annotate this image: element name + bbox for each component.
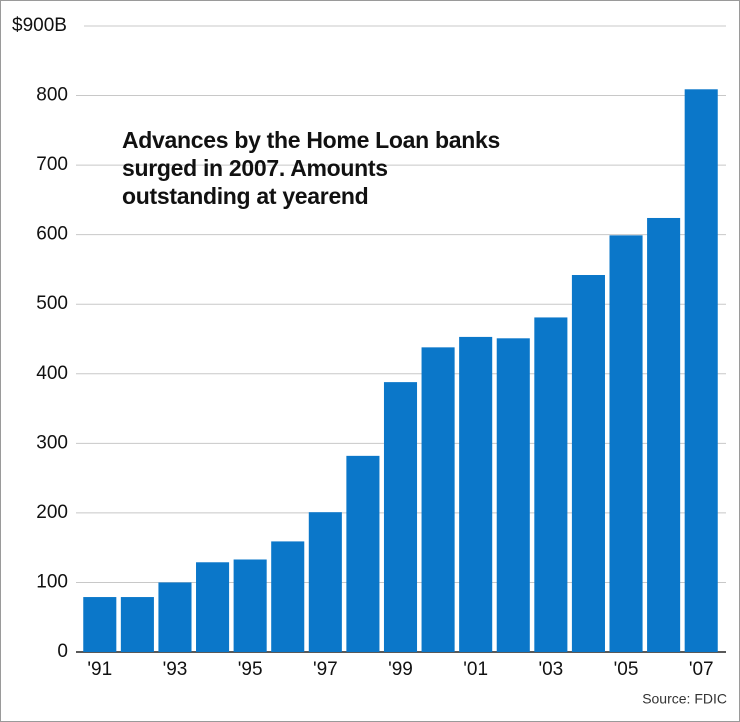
y-tick-label: 800: [36, 85, 68, 106]
bar: [647, 217, 681, 652]
bar: [308, 512, 342, 652]
bar: [496, 338, 530, 652]
x-tick-label: '05: [614, 659, 639, 680]
x-tick-label: '03: [538, 659, 563, 680]
x-tick-label: '99: [388, 659, 413, 680]
x-tick-label: '95: [238, 659, 263, 680]
x-tick-label: '97: [313, 659, 338, 680]
bar: [346, 455, 380, 652]
bar: [233, 559, 267, 652]
y-tick-label: 100: [36, 571, 68, 592]
bar: [158, 582, 192, 652]
y-tick-label: 600: [36, 224, 68, 245]
y-tick-label: 200: [36, 502, 68, 523]
bar: [459, 336, 493, 652]
source: Source: FDIC: [642, 691, 727, 707]
y-tick-label: 400: [36, 363, 68, 384]
y-tick-label: $900B: [12, 15, 67, 36]
bar: [684, 89, 718, 653]
bar: [271, 541, 305, 652]
y-tick-label: 700: [36, 154, 68, 175]
y-tick-label: 0: [57, 641, 68, 662]
bar: [196, 562, 230, 652]
bar: [83, 597, 117, 652]
bar: [534, 317, 568, 652]
x-tick-label: '93: [163, 659, 188, 680]
bar: [120, 597, 154, 652]
y-tick-label: 500: [36, 293, 68, 314]
y-tick-label: 300: [36, 432, 68, 453]
bar: [609, 235, 643, 652]
x-tick-label: '91: [87, 659, 112, 680]
x-tick-label: '07: [689, 659, 714, 680]
chart-title: Advances by the Home Loan banks surged i…: [122, 127, 500, 209]
x-tick-label: '01: [463, 659, 488, 680]
bar: [383, 382, 418, 652]
bar: [421, 347, 455, 652]
bar: [571, 275, 605, 652]
